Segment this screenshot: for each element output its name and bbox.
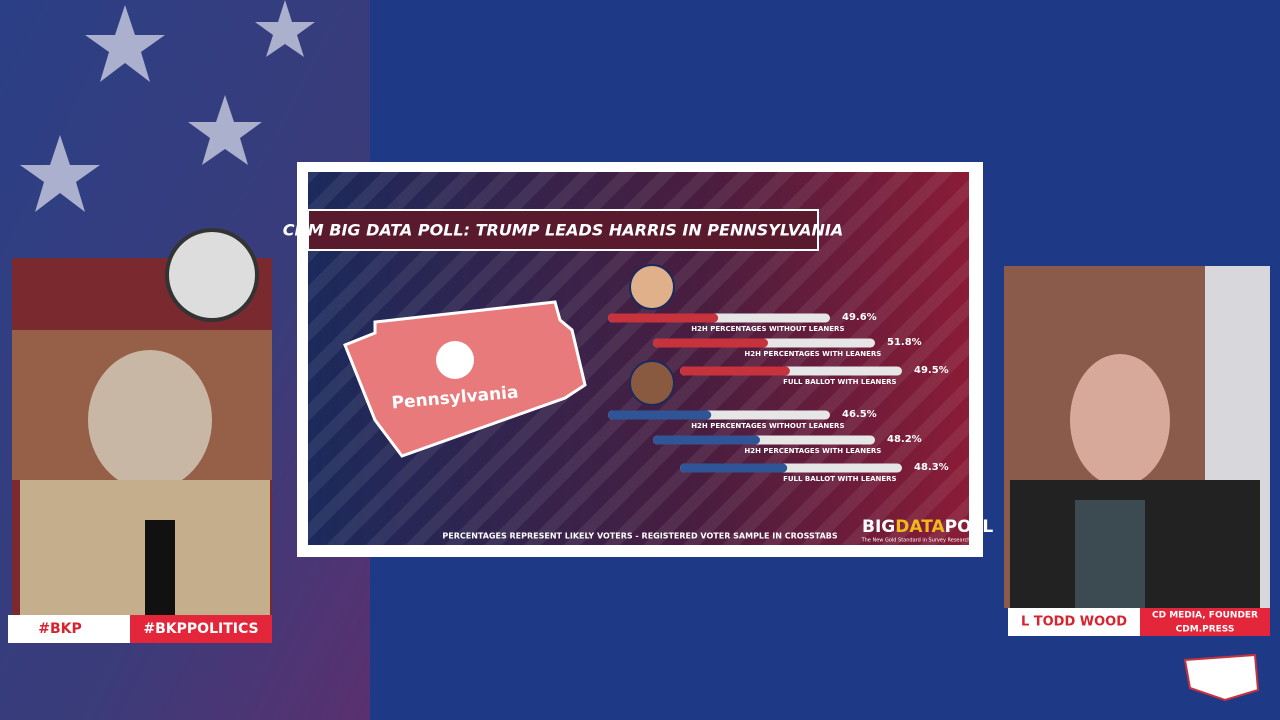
name-box xyxy=(1140,608,1270,636)
logo-tagline: The New Gold Standard in Survey Research xyxy=(861,538,971,544)
guest-shirt xyxy=(1075,500,1145,608)
clock xyxy=(165,228,259,322)
logo-part: BIG xyxy=(862,517,895,537)
guest-head xyxy=(1070,354,1170,486)
tag-box xyxy=(130,615,272,643)
logo-part: POLL xyxy=(945,517,994,537)
map-marker xyxy=(436,341,474,379)
microphone xyxy=(145,520,175,615)
state-map xyxy=(343,300,587,458)
guest-name: L TODD WOOD xyxy=(1021,615,1127,630)
value-label: 51.8% xyxy=(887,337,922,348)
category-label: H2H PERCENTAGES WITH LEANERS xyxy=(744,447,881,455)
category-label: FULL BALLOT WITH LEANERS xyxy=(783,378,897,386)
tag-box xyxy=(8,615,130,643)
category-label: H2H PERCENTAGES WITH LEANERS xyxy=(744,350,881,358)
category-label: FULL BALLOT WITH LEANERS xyxy=(783,475,897,483)
category-label: H2H PERCENTAGES WITHOUT LEANERS xyxy=(691,325,844,333)
logo: BIGDATAPOLL xyxy=(862,517,993,537)
logo-part: DATA xyxy=(895,517,945,537)
value-label: 48.3% xyxy=(914,462,949,473)
bar xyxy=(653,435,761,445)
guest-site: CDM.PRESS xyxy=(1176,625,1235,635)
value-label: 49.5% xyxy=(914,365,949,376)
value-label: 46.5% xyxy=(842,409,877,420)
bar xyxy=(653,338,768,348)
station-logo xyxy=(1183,653,1260,702)
name-box xyxy=(1008,608,1140,636)
bar xyxy=(608,410,712,420)
hashtag: #BKPPOLITICS xyxy=(143,621,258,637)
footnote: PERCENTAGES REPRESENT LIKELY VOTERS - RE… xyxy=(442,532,837,541)
flag-stars xyxy=(20,0,315,212)
value-label: 49.6% xyxy=(842,312,877,323)
category-label: H2H PERCENTAGES WITHOUT LEANERS xyxy=(691,422,844,430)
bar xyxy=(608,313,719,323)
candidate-photo xyxy=(629,264,675,310)
guest-role: CD MEDIA, FOUNDER xyxy=(1152,611,1258,621)
bar xyxy=(680,366,790,376)
title-box xyxy=(307,209,819,251)
hashtag: #BKP xyxy=(38,621,82,637)
candidate-photo xyxy=(629,360,675,406)
chart-title: CDM BIG DATA POLL: TRUMP LEADS HARRIS IN… xyxy=(283,221,843,240)
host-head xyxy=(88,350,212,490)
value-label: 48.2% xyxy=(887,434,922,445)
bar xyxy=(680,463,788,473)
